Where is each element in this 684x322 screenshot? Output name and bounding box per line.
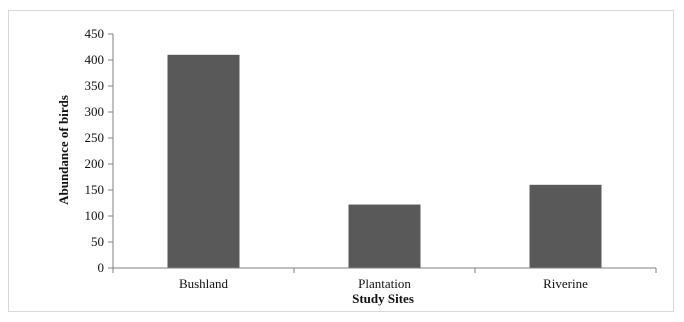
x-axis-title: Study Sites [352,291,414,306]
bar-riverine [529,184,602,268]
y-tick-label-9: 450 [85,26,105,41]
y-axis-ticks: 0 50 100 150 200 250 300 350 400 450 [85,26,113,275]
y-tick-label-5: 250 [85,130,105,145]
y-tick-label-2: 100 [85,208,105,223]
y-tick-label-8: 400 [85,52,105,67]
y-tick-label-1: 50 [91,234,104,249]
y-tick-label-3: 150 [85,182,105,197]
y-tick-label-6: 300 [85,104,105,119]
y-tick-label-7: 350 [85,78,105,93]
x-tick-label-riverine: Riverine [543,276,588,291]
y-tick-label-4: 200 [85,156,105,171]
bar-plantation [348,204,421,268]
x-tick-label-bushland: Bushland [179,276,229,291]
x-tick-label-plantation: Plantation [358,276,411,291]
y-tick-label-0: 0 [98,260,105,275]
bar-bushland [167,54,240,268]
bars [167,54,602,268]
x-axis-ticks: Bushland Plantation Riverine [112,268,657,291]
y-axis-title: Abundance of birds [56,95,71,205]
